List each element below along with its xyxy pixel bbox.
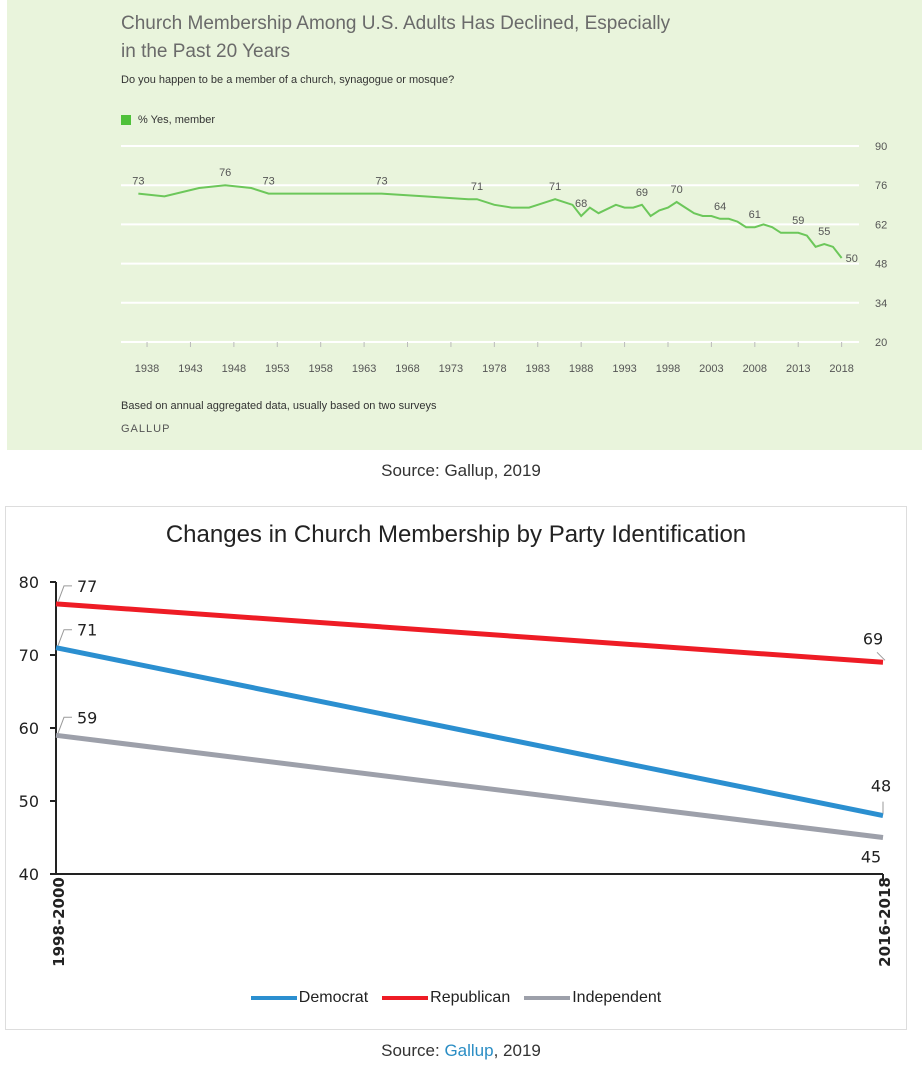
data-label: 73 [375,176,387,188]
x-tick-label: 1958 [308,363,332,375]
data-label: 64 [714,201,726,213]
series-line-membership [138,184,843,259]
x-tick-label: 1963 [352,363,376,375]
series-line-independent [55,732,884,840]
x-tick-label: 1993 [612,363,636,375]
legend-label-republican: Republican [430,989,511,1006]
series-line-democrat [55,645,884,819]
data-label: 77 [77,577,97,596]
party-chart-panel: Changes in Church Membership by Party Id… [5,506,907,1030]
x-tick-label: 1938 [135,363,159,375]
data-label: 71 [471,181,483,193]
y-tick-label: 50 [19,792,39,811]
chart-title-line-2: in the Past 20 Years [121,41,291,62]
party-chart-legend: Democrat Republican Independent [6,989,906,1007]
chart-subtitle: Do you happen to be a member of a church… [121,74,455,86]
y-tick-label: 76 [875,180,887,192]
y-tick-label: 40 [19,865,39,884]
y-tick-label: 20 [875,337,887,349]
legend-swatch [121,115,131,125]
legend-item-democrat: Democrat [250,989,369,1007]
data-label: 73 [262,176,274,188]
x-tick-label: 1943 [178,363,202,375]
legend-line-republican [382,996,429,1000]
gallup-chart-panel: Church Membership Among U.S. Adults Has … [7,0,922,450]
legend-item-independent: Independent [524,989,661,1007]
x-category-label: 2016-2018 [876,877,894,967]
data-label: 69 [636,187,648,199]
x-tick-label: 2018 [829,363,853,375]
legend-label: % Yes, member [138,114,216,126]
x-tick-label: 1978 [482,363,506,375]
caption-prefix: Source: [381,1041,445,1060]
y-tick-label: 34 [875,298,887,310]
gallup-link[interactable]: Gallup [444,1041,494,1060]
label-leader [57,716,72,734]
y-tick-label: 90 [875,141,887,153]
data-label: 71 [549,181,561,193]
x-tick-label: 1988 [569,363,593,375]
label-leader [876,651,886,661]
x-tick-label: 1948 [222,363,246,375]
series-line-republican [55,601,884,665]
party-line-chart: 80 70 60 50 40 1998-2000 2016-2018 71 77 59 69 48 45 [19,573,894,967]
data-label: 71 [77,621,97,640]
x-tick-label: 2008 [743,363,767,375]
legend-label-democrat: Democrat [298,989,369,1006]
data-label: 76 [219,167,231,179]
data-label: 45 [861,848,881,867]
source-caption-2: Source: Gallup, 2019 [0,1041,922,1061]
x-tick-label: 1983 [526,363,550,375]
data-label: 59 [792,215,804,227]
x-tick-label: 2013 [786,363,810,375]
data-label: 68 [575,198,587,210]
legend-label-independent: Independent [572,989,662,1006]
y-tick-label: 62 [875,219,887,231]
legend-item-republican: Republican [382,989,510,1007]
data-label: 61 [749,209,761,221]
membership-line-chart: 90 76 62 48 34 20 1938 1943 1948 1953 1958 1963 1968… [121,141,887,375]
y-tick-label: 80 [19,573,39,592]
x-category-label: 1998-2000 [50,877,68,967]
data-label: 70 [671,184,683,196]
chart-note: Based on annual aggregated data, usually… [121,400,437,412]
label-leader [57,585,72,603]
y-tick-label: 70 [19,646,39,665]
chart-title: Church Membership Among U.S. Adults Has … [121,10,761,66]
caption-suffix: , 2019 [493,1041,541,1060]
x-tick-label: 2003 [699,363,723,375]
gallup-logo-text: GALLUP [121,423,171,435]
data-label: 59 [77,708,97,727]
data-label: 55 [818,226,830,238]
y-tick-label: 48 [875,259,887,271]
x-tick-label: 1953 [265,363,289,375]
source-caption-1: Source: Gallup, 2019 [381,461,541,480]
label-leader [57,629,72,646]
x-tick-label: 1973 [439,363,463,375]
chart-legend: % Yes, member [121,114,215,126]
x-tick-label: 1968 [395,363,419,375]
legend-line-independent [524,996,571,1000]
data-label: 69 [863,629,883,648]
y-tick-label: 60 [19,719,39,738]
x-tick-label: 1998 [656,363,680,375]
data-label: 73 [132,176,144,188]
legend-line-democrat [250,996,297,1000]
data-label: 50 [846,253,858,265]
chart-title-party: Changes in Church Membership by Party Id… [165,521,747,548]
chart-title-line-1: Church Membership Among U.S. Adults Has … [121,13,671,34]
data-label: 48 [871,777,891,796]
